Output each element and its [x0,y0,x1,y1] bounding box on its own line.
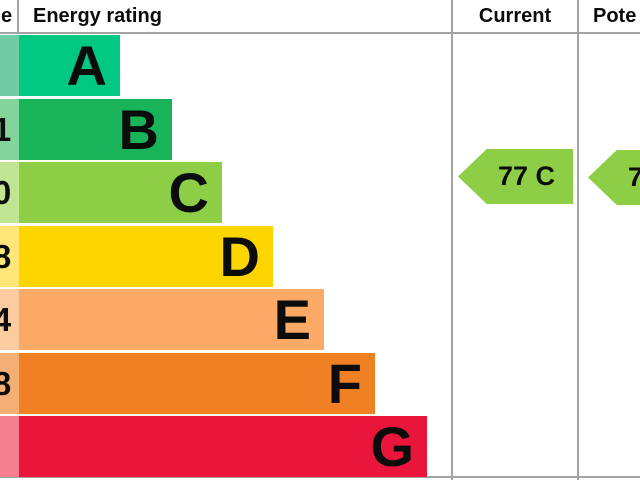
score-range-fragment: 4 [0,301,12,338]
score-range-cell-e: 4 [0,289,19,350]
band-bar-c: C [19,162,222,223]
band-bar-f: F [19,351,375,415]
band-row-g: G [0,416,640,477]
band-letter: A [66,34,107,97]
score-range-fragment: 0 [0,174,12,211]
band-bar-e: E [19,289,324,350]
score-range-cell-d: 8 [0,225,19,287]
header-bottom-border [0,32,640,34]
score-range-fragment: 1 [0,110,12,148]
score-range-cell-b: 1 [0,98,19,160]
band-letter: B [118,97,159,161]
potential-rating-value-fragment: 7 [628,162,640,192]
band-letter: E [273,288,311,351]
score-range-fragment: 8 [0,364,12,402]
energy-rating-column-header: Energy rating [33,5,162,27]
current-column-divider [451,0,453,480]
current-rating-value: 77 C [498,161,556,191]
score-range-fragment: 8 [0,237,12,275]
current-column-header: Current [478,5,552,27]
score-range-cell-c: 0 [0,162,19,223]
band-bar-d: D [19,224,273,288]
band-bar-a: A [19,35,120,96]
band-letter: C [168,161,209,224]
score-range-cell-g [0,416,19,477]
band-row-a: A [0,35,640,96]
band-letter: D [219,224,260,288]
chart-bottom-border [0,476,640,478]
potential-column-header-fragment: Pote [593,5,637,27]
potential-column-divider [577,0,579,480]
band-bar-g: G [19,416,427,477]
score-column-header-fragment: e [1,5,13,27]
score-range-cell-f: 8 [0,352,19,414]
band-letter: G [370,415,414,478]
band-letter: F [327,351,362,415]
score-column-divider [17,0,19,33]
band-bar-b: B [19,97,172,161]
score-range-cell-a [0,35,19,96]
